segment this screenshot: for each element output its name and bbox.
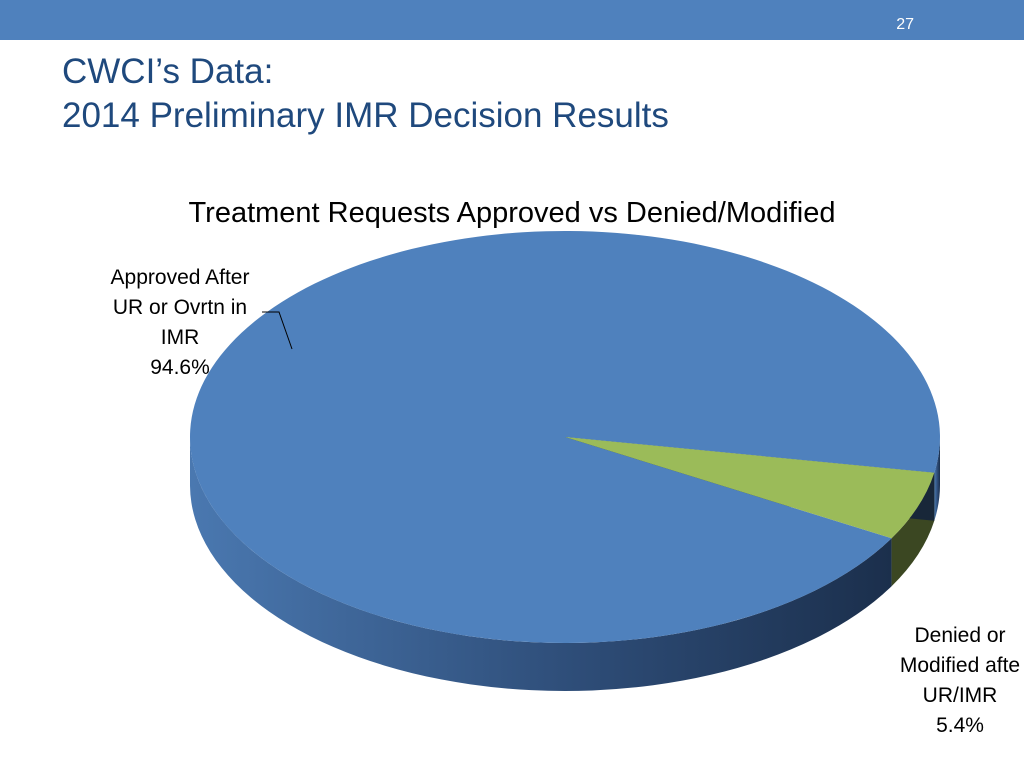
slide-title: CWCI’s Data: 2014 Preliminary IMR Decisi… — [62, 50, 669, 138]
pie-tops — [190, 231, 941, 643]
pie-side-0-1 — [934, 437, 940, 521]
pie-slice-1 — [565, 437, 935, 539]
chart-title: Treatment Requests Approved vs Denied/Mo… — [189, 197, 836, 229]
data-label-0-line-2: IMR — [161, 326, 200, 349]
data-label-1-line-3: 5.4% — [936, 714, 984, 737]
slide-title-line-2: 2014 Preliminary IMR Decision Results — [62, 96, 669, 135]
pie-side-0-0 — [190, 437, 892, 691]
data-label-0-line-1: UR or Ovrtn in — [113, 296, 247, 319]
leader-line-0 — [262, 311, 293, 350]
header-bar: 27 — [0, 0, 1024, 40]
slide-number: 27 — [896, 16, 914, 33]
data-label-1-line-1: Modified afte — [900, 654, 1020, 677]
pie-labels: Approved After UR or Ovrtn in IMR 94.6% Deni… — [111, 266, 1021, 737]
pie-slice-0 — [190, 231, 941, 643]
data-label-0-line-0: Approved After — [111, 266, 250, 289]
data-label-1-line-2: UR/IMR — [923, 684, 998, 707]
data-label-0-line-3: 94.6% — [150, 356, 210, 379]
slide-title-line-1: CWCI’s Data: — [62, 52, 274, 91]
data-label-1-line-0: Denied or — [914, 624, 1005, 647]
